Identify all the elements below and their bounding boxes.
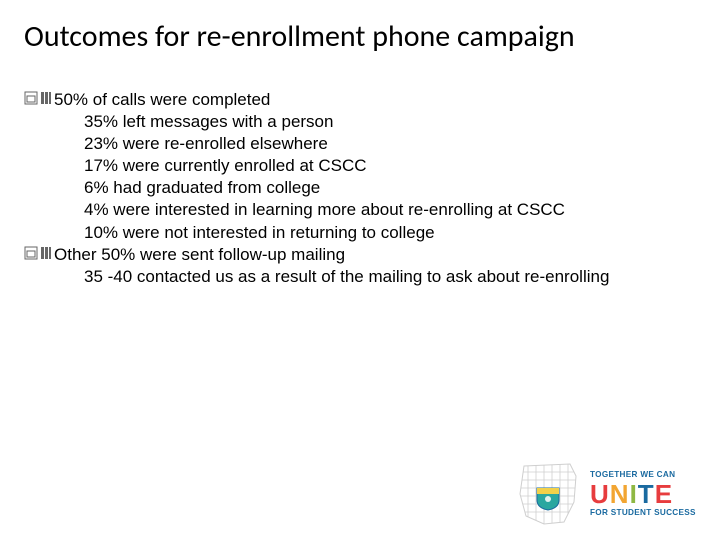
sub-item: 35 -40 contacted us as a result of the m…: [84, 266, 696, 288]
unite-text: TOGETHER WE CAN UNITE FOR STUDENT SUCCES…: [590, 471, 702, 517]
bullet-2-text: Other 50% were sent follow-up mailing: [54, 244, 696, 266]
logo-letter: E: [655, 479, 673, 509]
slide-body: 50% of calls were completed 35% left mes…: [24, 89, 696, 288]
logo-letter: T: [638, 479, 655, 509]
ohio-icon: [512, 458, 584, 530]
unite-logo: TOGETHER WE CAN UNITE FOR STUDENT SUCCES…: [512, 458, 702, 530]
bullet-1: 50% of calls were completed: [24, 89, 696, 111]
sub-item: 10% were not interested in returning to …: [84, 222, 696, 244]
logo-main-line: UNITE: [590, 481, 702, 507]
bullet-1-text: 50% of calls were completed: [54, 89, 696, 111]
sub-item: 35% left messages with a person: [84, 111, 696, 133]
bullet-glyph-icon: [24, 89, 54, 105]
bullet-1-subs: 35% left messages with a person 23% were…: [24, 111, 696, 244]
logo-top-line: TOGETHER WE CAN: [590, 471, 702, 479]
sub-item: 6% had graduated from college: [84, 177, 696, 199]
bullet-2: Other 50% were sent follow-up mailing: [24, 244, 696, 266]
logo-letter: N: [610, 479, 630, 509]
bullet-2-subs: 35 -40 contacted us as a result of the m…: [24, 266, 696, 288]
slide-title: Outcomes for re-enrollment phone campaig…: [24, 18, 696, 55]
sub-item: 17% were currently enrolled at CSCC: [84, 155, 696, 177]
logo-bottom-line: FOR STUDENT SUCCESS: [590, 509, 702, 517]
sub-item: 4% were interested in learning more abou…: [84, 199, 696, 221]
logo-letter: U: [590, 479, 610, 509]
bullet-glyph-icon: [24, 244, 54, 260]
sub-item: 23% were re-enrolled elsewhere: [84, 133, 696, 155]
slide: Outcomes for re-enrollment phone campaig…: [0, 0, 720, 540]
logo-letter: I: [630, 479, 638, 509]
